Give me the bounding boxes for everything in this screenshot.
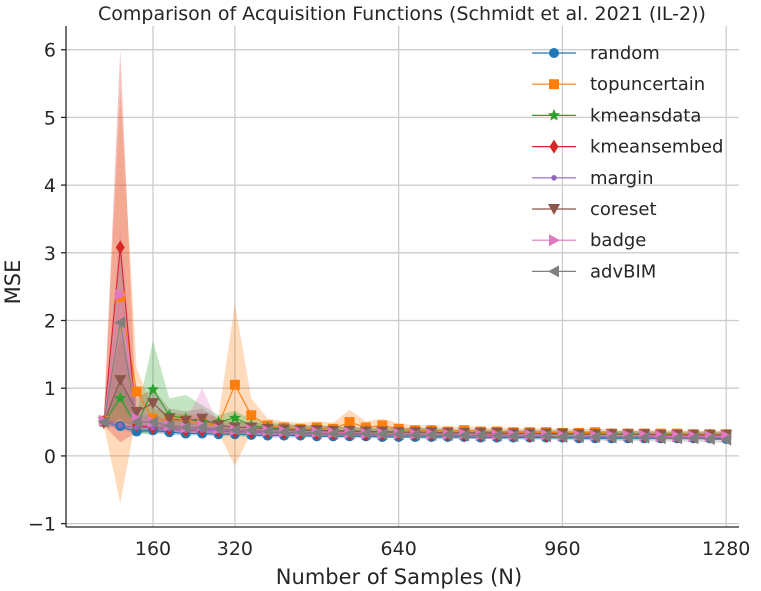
legend-marker-kmeansembed — [549, 139, 559, 154]
data-point-coreset — [196, 413, 209, 425]
y-tick-label: 6 — [44, 40, 56, 62]
data-point-coreset — [179, 415, 192, 427]
x-axis-label: Number of Samples (N) — [276, 565, 522, 589]
data-point-topuncertain — [377, 420, 388, 431]
data-point-advbim — [179, 421, 191, 434]
y-tick-label: 3 — [44, 243, 56, 265]
data-point-advbim — [294, 426, 306, 439]
data-point-advbim — [703, 432, 715, 445]
data-point-advbim — [605, 431, 617, 444]
data-point-kmeansdata — [114, 391, 127, 404]
data-point-kmeansembed — [115, 240, 125, 255]
data-point-advbim — [245, 424, 257, 437]
legend-marker-margin — [551, 175, 557, 181]
data-point-advbim — [425, 428, 437, 441]
data-point-advbim — [228, 424, 240, 437]
data-point-margin — [117, 422, 124, 429]
data-point-advbim — [671, 432, 683, 445]
data-point-advbim — [572, 430, 584, 443]
data-point-advbim — [720, 433, 732, 446]
axes — [61, 26, 739, 528]
data-point-advbim — [196, 421, 208, 434]
data-point-coreset — [114, 375, 127, 387]
x-tick-label: 160 — [135, 538, 171, 560]
data-point-advbim — [687, 432, 699, 445]
data-point-advbim — [97, 416, 109, 429]
legend: random topuncertain kmeansdata kmeansembed m… — [532, 43, 723, 282]
legend-label-topuncertain: topuncertain — [590, 74, 705, 95]
data-point-topuncertain — [246, 410, 257, 421]
legend-label-kmeansembed: kmeansembed — [590, 137, 723, 158]
x-tick-label: 640 — [381, 538, 417, 560]
x-tick-label: 960 — [544, 538, 580, 560]
legend-label-advbim: advBIM — [590, 261, 656, 282]
legend-marker-topuncertain — [549, 79, 559, 90]
data-point-advbim — [130, 416, 142, 429]
x-tick-label: 320 — [217, 538, 253, 560]
data-point-topuncertain — [131, 386, 142, 397]
y-tick-label: 0 — [44, 446, 56, 468]
data-point-advbim — [327, 427, 339, 440]
grid — [66, 26, 739, 527]
legend-label-margin: margin — [590, 168, 653, 189]
data-point-advbim — [114, 316, 126, 329]
data-point-advbim — [474, 429, 486, 442]
data-point-advbim — [278, 426, 290, 439]
data-point-advbim — [523, 430, 535, 443]
data-point-advbim — [212, 422, 224, 435]
data-point-kmeansdata — [146, 383, 160, 395]
legend-marker-badge — [549, 234, 560, 247]
y-tick-label: 4 — [44, 175, 56, 197]
y-tick-label: 5 — [44, 107, 56, 129]
data-point-advbim — [540, 430, 552, 443]
data-point-topuncertain — [229, 379, 240, 390]
y-tick-label: −1 — [28, 514, 56, 536]
legend-label-random: random — [590, 43, 660, 64]
legend-marker-kmeansdata — [547, 108, 561, 121]
data-point-advbim — [556, 430, 568, 443]
data-point-advbim — [163, 419, 175, 432]
data-point-badge — [115, 288, 127, 301]
data-point-advbim — [490, 429, 502, 442]
data-point-advbim — [638, 431, 650, 444]
data-point-advbim — [343, 427, 355, 440]
series-markers — [97, 240, 733, 446]
data-point-advbim — [621, 431, 633, 444]
data-point-advbim — [310, 426, 322, 439]
legend-label-badge: badge — [590, 230, 646, 251]
data-point-coreset — [130, 406, 143, 418]
data-point-advbim — [441, 428, 453, 441]
data-point-topuncertain — [148, 413, 159, 424]
legend-marker-coreset — [548, 204, 560, 215]
y-tick-label: 2 — [44, 311, 56, 333]
band-badge — [103, 225, 727, 439]
data-point-advbim — [654, 432, 666, 445]
data-point-topuncertain — [344, 417, 355, 428]
data-point-kmeansdata — [228, 411, 242, 424]
legend-label-kmeansdata: kmeansdata — [590, 105, 701, 126]
data-point-advbim — [589, 430, 601, 443]
data-point-advbim — [147, 416, 159, 429]
data-point-advbim — [507, 430, 519, 443]
y-axis-label: MSE — [1, 260, 25, 305]
chart-title: Comparison of Acquisition Functions (Sch… — [98, 3, 706, 25]
legend-marker-advbim — [548, 265, 559, 278]
tick-labels: 160 320 640 960 1280 −1 0 1 2 3 4 5 6 — [28, 40, 750, 560]
data-point-advbim — [409, 428, 421, 441]
x-tick-label: 1280 — [702, 538, 750, 560]
legend-label-coreset: coreset — [590, 199, 657, 220]
data-point-advbim — [392, 428, 404, 441]
data-point-advbim — [376, 428, 388, 441]
data-point-advbim — [359, 427, 371, 440]
data-point-coreset — [163, 413, 176, 425]
data-point-advbim — [261, 425, 273, 438]
data-point-coreset — [147, 398, 160, 410]
legend-marker-random — [549, 48, 559, 58]
data-point-advbim — [458, 429, 470, 442]
y-tick-label: 1 — [44, 378, 56, 400]
